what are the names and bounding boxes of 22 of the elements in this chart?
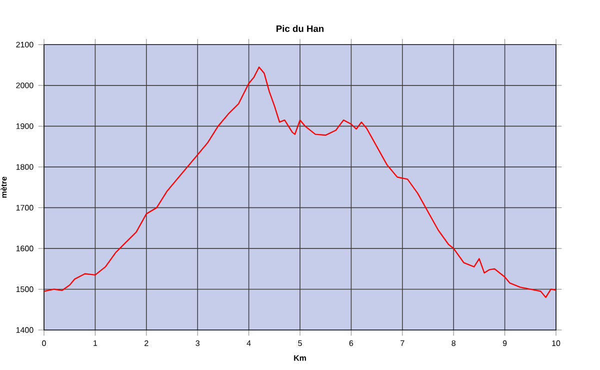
y-tick-label: 1600 — [16, 246, 34, 252]
x-tick-label: 3 — [196, 340, 200, 346]
y-tick-label: 1800 — [16, 164, 34, 170]
y-tick-label: 2100 — [16, 42, 34, 48]
x-axis-title: Km — [294, 355, 306, 361]
y-tick-label: 1500 — [16, 286, 34, 292]
y-tick-label: 1700 — [16, 204, 34, 211]
y-tick-label: 1400 — [16, 327, 34, 333]
x-tick-label: 8 — [452, 340, 456, 346]
x-tick-label: 0 — [42, 340, 46, 346]
x-tick-label: 4 — [246, 340, 251, 346]
x-tick-label: 1 — [94, 340, 98, 346]
y-tick-label: 2000 — [16, 82, 34, 88]
x-tick-label: 5 — [298, 340, 302, 346]
x-tick-label: 6 — [349, 340, 354, 346]
x-tick-label: 7 — [400, 340, 404, 346]
y-axis-title: mètre — [0, 176, 7, 198]
x-tick-label: 10 — [552, 340, 560, 346]
chart-title: Pic du Han — [276, 25, 324, 32]
x-tick-label: 2 — [144, 340, 148, 346]
x-tick-label: 9 — [502, 340, 507, 346]
y-tick-label: 1900 — [16, 123, 34, 130]
